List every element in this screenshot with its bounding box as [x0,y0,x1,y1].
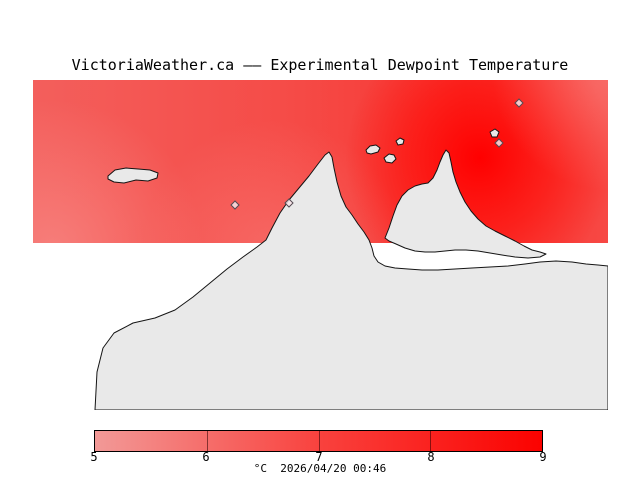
station-marker [494,138,504,148]
station-marker [230,200,240,210]
station-markers [230,98,524,210]
land-mass [94,151,608,410]
colorbar-tick [430,431,432,451]
small-island [489,128,500,138]
colorbar-tick [318,431,320,451]
colorbar-tick-label: 6 [202,450,210,464]
colorbar-tick [206,431,208,451]
colorbar-tick-label: 7 [315,450,323,464]
colorbar-scale: 5 6 7 8 9 [0,451,640,464]
colorbar-tick-label: 8 [427,450,435,464]
station-marker [514,98,524,108]
small-island [383,153,397,164]
colorbar [94,430,543,452]
station-marker [284,198,294,208]
colorbar-caption: °C 2026/04/20 00:46 [253,462,387,475]
island-group [384,149,547,259]
dewpoint-map [33,80,608,410]
colorbar-tick-label: 9 [539,450,547,464]
page-title: VictoriaWeather.ca —— Experimental Dewpo… [71,56,569,74]
small-island [395,137,405,146]
small-island [365,144,381,155]
colorbar-tick-label: 5 [90,450,98,464]
small-island [107,167,159,184]
